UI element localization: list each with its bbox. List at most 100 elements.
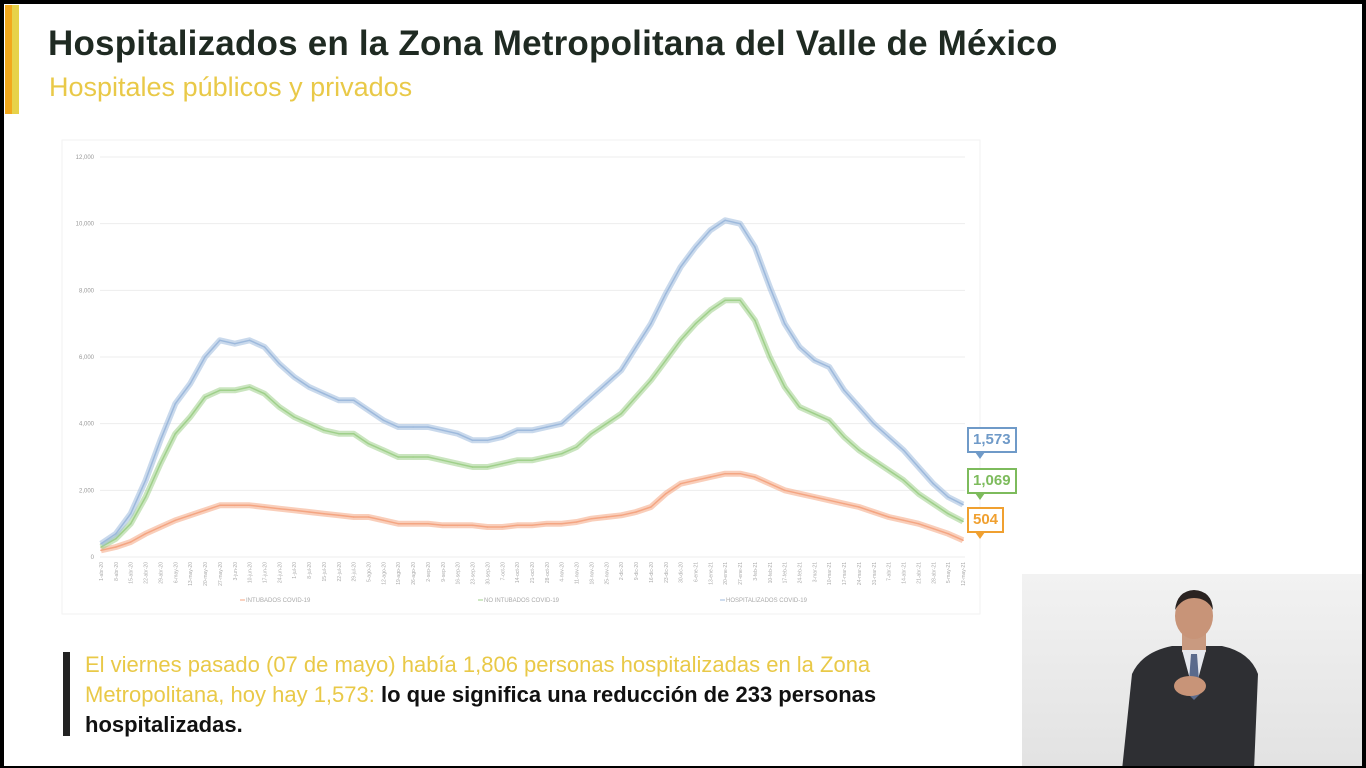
data-point [575, 446, 578, 448]
x-tick-label: 3-jun-20 [233, 562, 239, 581]
data-point [427, 456, 429, 458]
data-point [144, 496, 147, 498]
x-tick-label: 5-ago-20 [367, 562, 373, 582]
x-tick-label: 22-abr-20 [144, 562, 150, 584]
data-point [204, 356, 206, 358]
x-tick-label: 14-oct-20 [515, 562, 521, 583]
data-point [352, 399, 355, 402]
data-point [694, 322, 697, 325]
data-point [798, 346, 801, 348]
x-tick-label: 13-ene-21 [708, 562, 714, 585]
x-tick-label: 31-mar-21 [872, 562, 878, 585]
data-point [337, 399, 340, 402]
data-point [917, 492, 920, 495]
data-point [293, 509, 296, 512]
data-point [902, 449, 905, 452]
data-point [100, 542, 102, 545]
data-point [501, 436, 504, 438]
data-point [694, 246, 697, 248]
y-tick-label: 4,000 [79, 422, 95, 428]
series-line-2 [100, 219, 964, 545]
data-point [278, 362, 281, 365]
data-point [664, 359, 667, 362]
data-point [843, 389, 845, 392]
data-point [427, 426, 429, 428]
data-point [263, 392, 266, 395]
data-point [858, 506, 860, 508]
data-point [605, 516, 608, 518]
data-point [471, 439, 474, 442]
data-point [501, 462, 504, 465]
data-point [813, 412, 816, 415]
data-point [531, 524, 533, 527]
page-title: Hospitalizados en la Zona Metropolitana … [48, 24, 1058, 63]
data-point [189, 382, 191, 385]
data-point [962, 503, 964, 506]
x-tick-label: 25-nov-20 [604, 562, 610, 585]
data-point [337, 432, 340, 435]
data-point [278, 507, 281, 510]
data-point [560, 452, 563, 455]
data-point [412, 426, 414, 428]
x-tick-label: 21-abr-21 [916, 562, 922, 584]
data-point [219, 339, 221, 342]
data-point [397, 426, 400, 428]
data-point [709, 309, 712, 312]
data-point [813, 359, 816, 362]
x-tick-label: 15-abr-20 [129, 562, 135, 584]
x-tick-label: 1-jul-20 [292, 562, 298, 579]
data-point [293, 376, 296, 378]
data-point [516, 459, 518, 462]
data-point [427, 522, 429, 525]
data-point [724, 219, 727, 222]
legend-label: HOSPITALIZADOS COVID-19 [726, 598, 808, 604]
x-tick-label: 27-ene-21 [738, 562, 744, 585]
data-point [947, 532, 949, 535]
data-point [486, 526, 489, 528]
data-point [828, 499, 831, 502]
data-point [858, 449, 860, 452]
data-point [442, 524, 444, 527]
data-point [456, 524, 459, 527]
data-point [516, 524, 518, 527]
data-point [367, 516, 370, 518]
series-band-0 [100, 470, 965, 554]
x-tick-label: 12-may-21 [961, 562, 967, 586]
data-point [442, 429, 444, 432]
x-tick-label: 17-mar-21 [842, 562, 848, 585]
x-tick-label: 22-jul-20 [337, 562, 343, 582]
data-point [293, 416, 296, 418]
data-point [962, 520, 964, 523]
x-tick-label: 8-jul-20 [307, 562, 313, 579]
x-tick-label: 3-mar-21 [812, 562, 818, 583]
data-point [887, 469, 890, 472]
data-point [739, 299, 741, 302]
data-point [575, 521, 578, 523]
summary-note: El viernes pasado (07 de mayo) había 1,8… [85, 650, 985, 740]
data-point [724, 299, 727, 302]
x-tick-label: 23-sep-20 [471, 562, 477, 585]
data-point [233, 389, 236, 392]
data-point [768, 356, 771, 358]
x-tick-label: 10-jun-20 [248, 562, 254, 583]
data-point [650, 379, 652, 382]
data-point [115, 546, 117, 548]
data-point [873, 422, 875, 425]
data-point [189, 416, 191, 418]
x-tick-label: 14-abr-21 [902, 562, 908, 584]
x-tick-label: 1-abr-20 [99, 562, 105, 581]
data-point [159, 526, 162, 528]
data-point [278, 406, 281, 408]
y-tick-label: 8,000 [79, 288, 95, 294]
x-tick-label: 4-nov-20 [560, 562, 566, 582]
data-point [129, 522, 132, 525]
data-point [323, 429, 325, 432]
data-point [650, 506, 652, 508]
data-point [828, 366, 831, 368]
data-point [442, 459, 444, 462]
data-point [887, 436, 890, 438]
note-highlight: El viernes pasado (07 de mayo) había 1,8… [85, 652, 871, 707]
x-tick-label: 20-may-20 [203, 562, 209, 586]
chart-frame [61, 139, 981, 615]
